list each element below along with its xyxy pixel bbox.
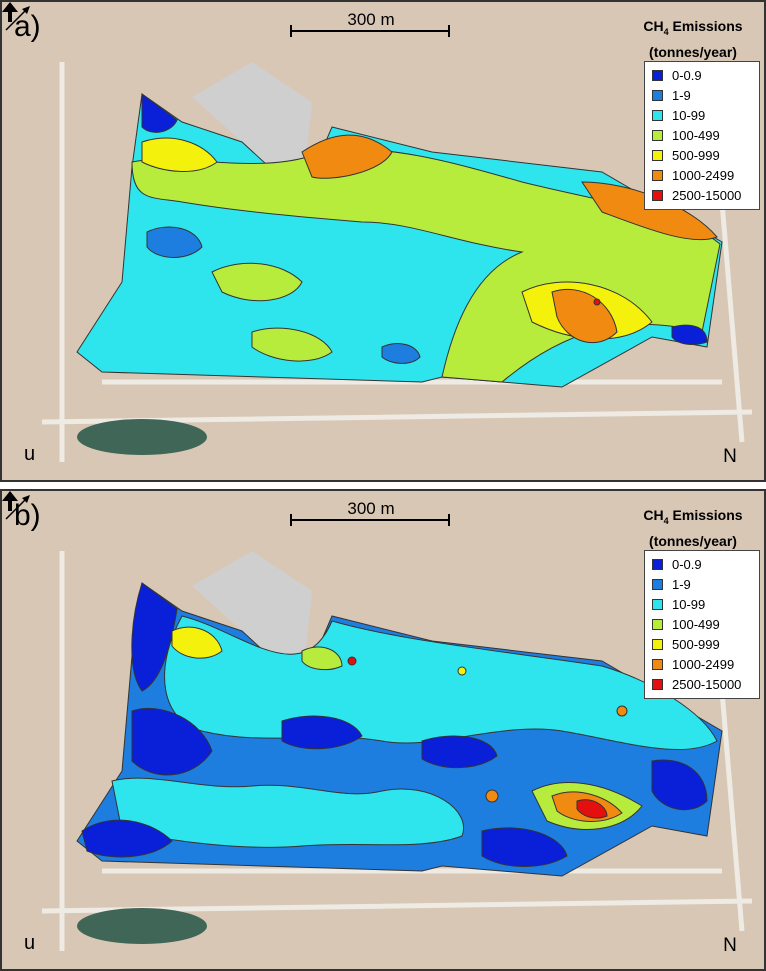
pond — [77, 908, 207, 944]
legend-label: 500-999 — [672, 636, 720, 652]
north-label: N — [723, 935, 737, 956]
pit — [192, 551, 312, 686]
legend-swatch — [652, 129, 663, 141]
legend-entry: 0-0.9 — [645, 65, 759, 85]
contour-1000-2499 — [301, 134, 393, 179]
legend-entry: 1-9 — [645, 85, 759, 105]
legend-label: 10-99 — [672, 596, 706, 612]
wind-label: u — [24, 443, 36, 465]
legend-entry: 10-99 — [645, 105, 759, 125]
legend-entry: 0-0.9 — [645, 554, 759, 574]
legend-swatch — [652, 189, 663, 201]
legend-label: 2500-15000 — [672, 676, 742, 692]
scale-line — [290, 514, 450, 526]
north-arrow-icon — [2, 2, 18, 22]
contour-2500-15000 — [593, 298, 601, 306]
legend-swatch — [652, 69, 663, 81]
legend-label: 0-0.9 — [672, 67, 702, 83]
map-panel-b: b) 300 m CH4 Emissions (tonnes/year) 0-0… — [0, 489, 766, 971]
legend-entry: 1000-2499 — [645, 165, 759, 185]
contour-500-999 — [171, 626, 223, 659]
legend-entry: 2500-15000 — [645, 674, 759, 694]
scale-bar: 300 m — [290, 499, 452, 529]
legend-label: 1-9 — [672, 87, 691, 103]
legend: 0-0.9 1-9 10-99 100-499 500-999 1000-2499 2500… — [644, 550, 760, 699]
emissions-map-b — [41, 551, 753, 951]
legend-entry: 100-499 — [645, 125, 759, 145]
scale-label: 300 m — [347, 499, 395, 518]
legend: 0-0.9 1-9 10-99 100-499 500-999 1000-2499 2500… — [644, 61, 760, 210]
legend-title: CH4 Emissions (tonnes/year) — [643, 507, 743, 549]
legend-swatch — [652, 578, 663, 590]
legend-label: 100-499 — [672, 127, 720, 143]
scale-bar: 300 m — [290, 10, 452, 40]
legend-label: 2500-15000 — [672, 187, 742, 203]
legend-swatch — [652, 658, 663, 670]
wind-arrow-icon — [5, 6, 30, 31]
contour-2500-15000 — [576, 799, 608, 819]
legend-swatch — [652, 678, 663, 690]
legend-label: 1000-2499 — [672, 656, 735, 672]
legend-label: 1-9 — [672, 576, 691, 592]
panel-letter: b) — [14, 499, 41, 532]
legend-title: CH4 Emissions (tonnes/year) — [643, 18, 743, 60]
legend-units: (tonnes/year) — [649, 532, 737, 549]
legend-swatch — [652, 638, 663, 650]
legend-entry: 100-499 — [645, 614, 759, 634]
legend-entry: 500-999 — [645, 634, 759, 654]
legend-label: 500-999 — [672, 147, 720, 163]
map-panel-a: a) 300 m CH4 Emissions (tonnes/year) 0-0… — [0, 0, 766, 482]
legend-swatch — [652, 169, 663, 181]
contour-1-9 — [146, 226, 203, 258]
legend-entry: 500-999 — [645, 145, 759, 165]
legend-label: 0-0.9 — [672, 556, 702, 572]
legend-entry: 2500-15000 — [645, 185, 759, 205]
panel-letter: a) — [14, 10, 41, 43]
legend-swatch — [652, 89, 663, 101]
contour-0-0.9 — [141, 93, 178, 133]
wind-label: u — [24, 932, 36, 954]
north-label: N — [723, 446, 737, 467]
emissions-map-a — [41, 62, 753, 462]
pond — [77, 419, 207, 455]
scale-line — [290, 25, 450, 37]
legend-swatch — [652, 558, 663, 570]
legend-swatch — [652, 618, 663, 630]
legend-label: 10-99 — [672, 107, 706, 123]
scale-label: 300 m — [347, 10, 395, 29]
legend-entry: 1-9 — [645, 574, 759, 594]
wind-arrow-icon — [5, 495, 30, 520]
legend-swatch — [652, 109, 663, 121]
legend-label: 1000-2499 — [672, 167, 735, 183]
legend-label: 100-499 — [672, 616, 720, 632]
legend-entry: 10-99 — [645, 594, 759, 614]
legend-swatch — [652, 598, 663, 610]
legend-swatch — [652, 149, 663, 161]
legend-entry: 1000-2499 — [645, 654, 759, 674]
legend-units: (tonnes/year) — [649, 43, 737, 60]
north-arrow-icon — [2, 491, 18, 511]
